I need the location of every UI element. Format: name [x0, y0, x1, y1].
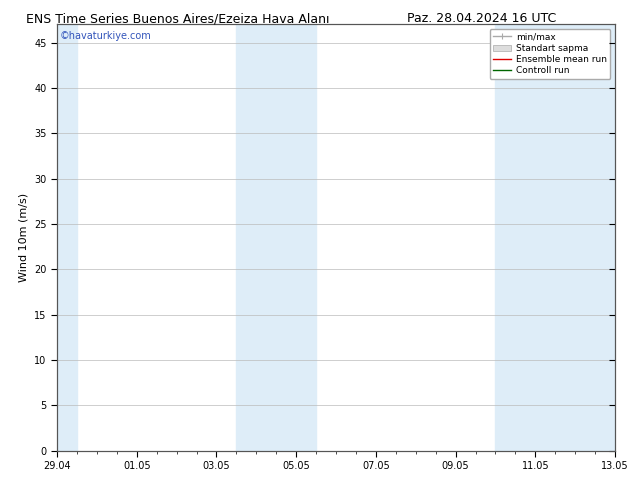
Text: Paz. 28.04.2024 16 UTC: Paz. 28.04.2024 16 UTC [407, 12, 557, 25]
Bar [57, 24, 77, 451]
Y-axis label: Wind 10m (m/s): Wind 10m (m/s) [18, 193, 29, 282]
Text: ENS Time Series Buenos Aires/Ezeiza Hava Alanı: ENS Time Series Buenos Aires/Ezeiza Hava… [26, 12, 329, 25]
Bar [236, 24, 316, 451]
Text: ©havaturkiye.com: ©havaturkiye.com [60, 31, 152, 41]
Bar [495, 24, 615, 451]
Legend: min/max, Standart sapma, Ensemble mean run, Controll run: min/max, Standart sapma, Ensemble mean r… [489, 29, 611, 79]
